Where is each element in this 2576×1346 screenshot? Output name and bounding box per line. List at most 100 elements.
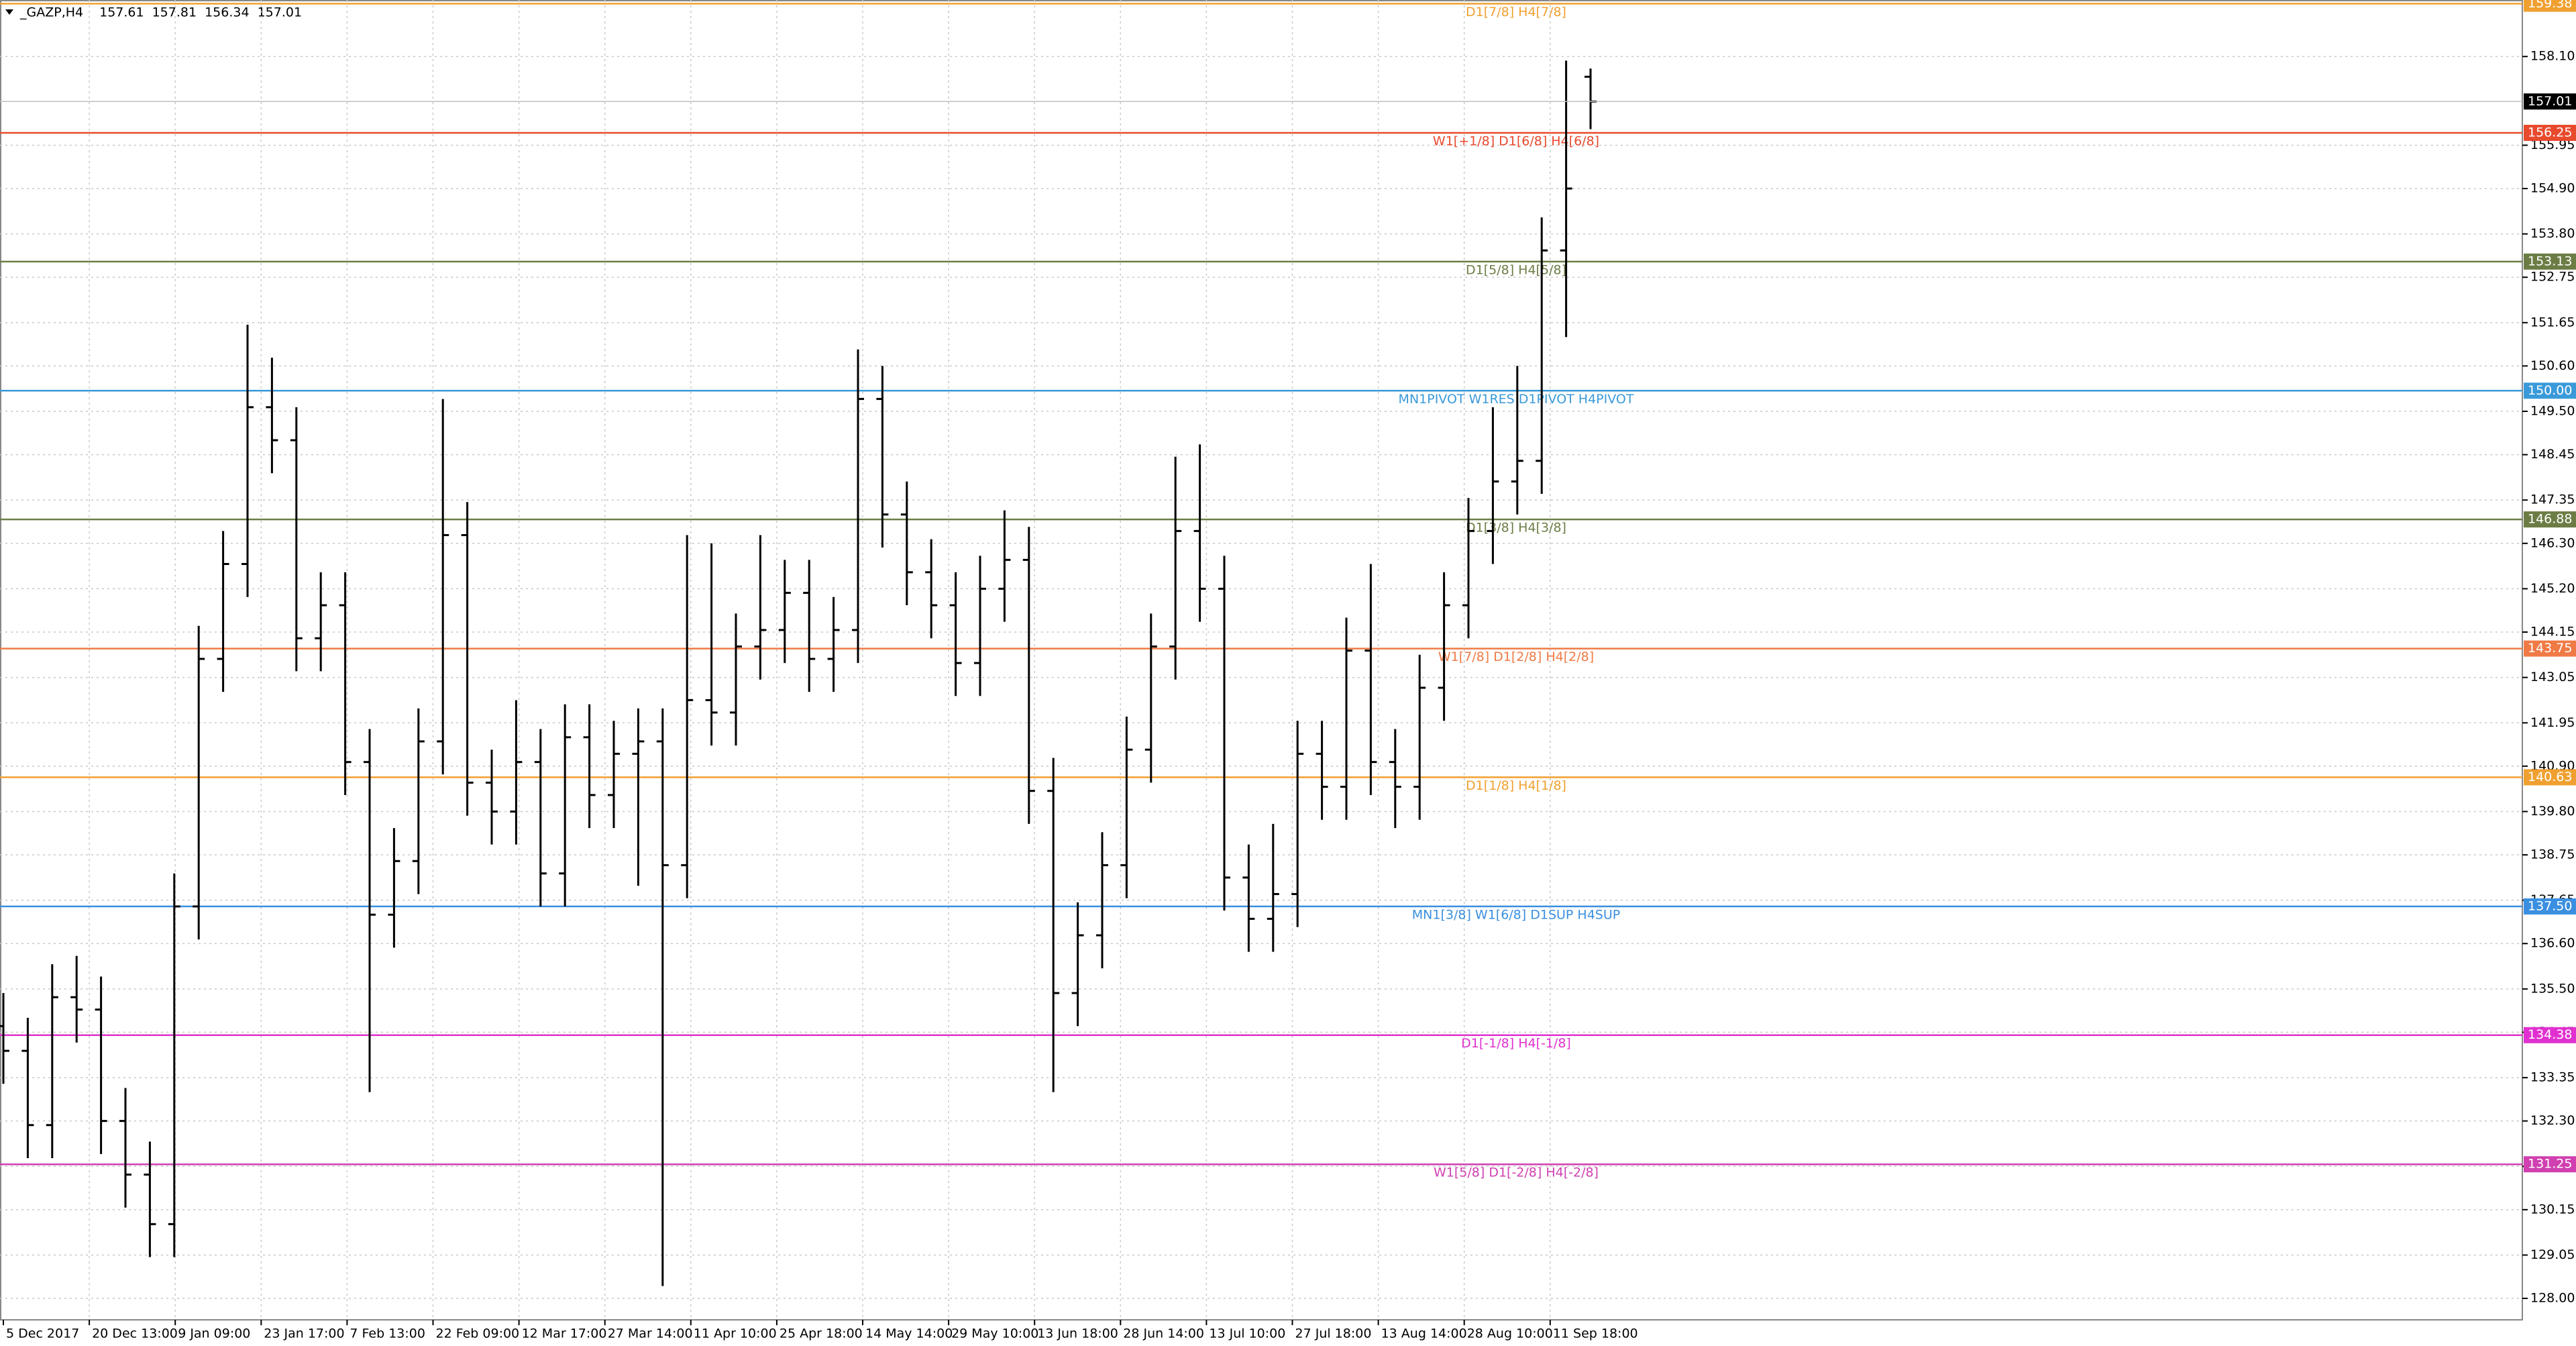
ohlc-bar: [949, 572, 962, 696]
y-tick-label: 132.30: [2530, 1113, 2575, 1128]
level-price: 156.25: [2528, 125, 2572, 140]
level-price-box: [2524, 1027, 2576, 1043]
ohlc-bar: [1071, 902, 1084, 1027]
level-price-box: [2524, 511, 2576, 528]
y-tick-label: 138.75: [2530, 847, 2575, 862]
ohlc-bar: [583, 704, 596, 829]
x-tick-label: 23 Jan 17:00: [264, 1327, 344, 1341]
x-tick-label: 7 Feb 13:00: [350, 1327, 425, 1341]
header-value: 157.81: [152, 5, 197, 20]
level-text: D1[5/8] H4[5/8]: [1466, 262, 1566, 277]
ohlc-bar: [534, 729, 547, 907]
ohlc-bar: [608, 721, 620, 829]
level-price-box: [2524, 0, 2576, 12]
x-tick-label: 29 May 10:00: [951, 1327, 1038, 1341]
level-text: MN1PIVOT W1RES D1PIVOT H4PIVOT: [1399, 392, 1634, 407]
level-price-box: [2524, 898, 2576, 915]
ohlc-bar: [290, 407, 303, 672]
ohlc-bar: [46, 964, 58, 1158]
x-tick-label: 5 Dec 2017: [6, 1327, 79, 1341]
ohlc-bar: [1413, 654, 1426, 820]
x-tick-label: 13 Aug 14:00: [1381, 1327, 1467, 1341]
level-price: 137.50: [2528, 898, 2572, 913]
ohlc-bar: [1536, 217, 1548, 495]
y-tick-label: 154.90: [2530, 181, 2575, 196]
current-price: 157.01: [2528, 94, 2572, 109]
x-tick-label: 12 Mar 17:00: [522, 1327, 607, 1341]
x-tick-label: 20 Dec 13:00: [92, 1327, 178, 1341]
level-text: W1[5/8] D1[-2/8] H4[-2/8]: [1434, 1166, 1599, 1180]
level-price-box: [2524, 253, 2576, 270]
ohlc-bar: [1169, 456, 1182, 680]
ohlc-bar: [1144, 613, 1157, 783]
ohlc-bar: [1389, 729, 1401, 829]
ohlc-bar: [1316, 721, 1328, 820]
header-value: 157.01: [258, 5, 302, 20]
ohlc-bar: [1560, 60, 1572, 338]
y-tick-label: 130.15: [2530, 1202, 2575, 1216]
ohlc-bar: [339, 572, 352, 795]
ohlc-bar: [681, 535, 694, 898]
y-tick-label: 136.60: [2530, 936, 2575, 951]
ohlc-bar: [95, 976, 107, 1154]
ohlc-bar: [925, 539, 938, 639]
x-tick-label: 11 Apr 10:00: [694, 1327, 777, 1341]
level-price: 146.88: [2528, 512, 2572, 527]
ohlc-bar: [461, 502, 474, 816]
level-price-box: [2524, 124, 2576, 141]
ohlc-bar: [217, 531, 229, 692]
ohlc-bar: [364, 729, 376, 1092]
ohlc-bar: [1193, 444, 1206, 622]
y-tick-label: 133.35: [2530, 1070, 2575, 1085]
ohlc-bar: [974, 556, 986, 696]
ohlc-bar: [266, 358, 278, 474]
y-tick-label: 144.15: [2530, 624, 2575, 639]
x-tick-label: 13 Jul 10:00: [1209, 1327, 1285, 1341]
ohlc-bar: [412, 708, 425, 894]
x-tick-label: 13 Jun 18:00: [1037, 1327, 1118, 1341]
menu-triangle[interactable]: [5, 9, 13, 15]
ohlc-bar: [998, 510, 1011, 622]
y-tick-label: 158.10: [2530, 49, 2575, 64]
ohlc-bar: [1218, 556, 1230, 911]
y-tick-label: 147.35: [2530, 493, 2575, 507]
y-tick-label: 148.45: [2530, 447, 2575, 462]
level-price-box: [2524, 1156, 2576, 1173]
y-tick-label: 153.80: [2530, 226, 2575, 241]
level-price: 143.75: [2528, 641, 2572, 656]
y-tick-label: 129.05: [2530, 1247, 2575, 1262]
ohlc-bar: [510, 700, 523, 845]
ohlc-bar: [70, 955, 83, 1043]
ohlc-bar: [900, 481, 913, 606]
ohlc-bar: [754, 535, 767, 680]
y-tick-label: 143.05: [2530, 670, 2575, 684]
ohlc-bar: [119, 1088, 131, 1208]
x-tick-label: 27 Jul 18:00: [1295, 1327, 1372, 1341]
y-tick-label: 149.50: [2530, 404, 2575, 419]
ohlc-bar: [778, 560, 791, 664]
current-price-box: [2524, 93, 2576, 110]
ohlc-bar: [1462, 498, 1474, 639]
ohlc-bar: [21, 1017, 34, 1158]
ohlc-bar: [876, 366, 889, 548]
ohlc-bar: [388, 828, 400, 948]
x-tick-label: 11 Sep 18:00: [1553, 1327, 1638, 1341]
level-price: 159.38: [2528, 0, 2572, 11]
level-text: D1[-1/8] H4[-1/8]: [1461, 1036, 1571, 1051]
level-price: 131.25: [2528, 1157, 2572, 1172]
level-price-box: [2524, 640, 2576, 657]
ohlc-bar: [1364, 564, 1377, 795]
ohlc-bar: [827, 597, 840, 692]
ohlc-bar: [559, 704, 572, 907]
y-tick-label: 152.75: [2530, 270, 2575, 284]
level-text: W1[+1/8] D1[6/8] H4[6/8]: [1433, 134, 1599, 148]
symbol: _GAZP,H4: [19, 5, 83, 20]
ohlc-bar: [1438, 572, 1450, 721]
ohlc-bar: [1120, 717, 1133, 898]
level-price-box: [2524, 382, 2576, 399]
ohlc-bar: [1340, 617, 1352, 820]
y-tick-label: 150.60: [2530, 358, 2575, 373]
ohlc-bar: [315, 572, 327, 672]
ohlc-bar: [1096, 832, 1108, 969]
level-text: D1[3/8] H4[3/8]: [1466, 521, 1566, 535]
